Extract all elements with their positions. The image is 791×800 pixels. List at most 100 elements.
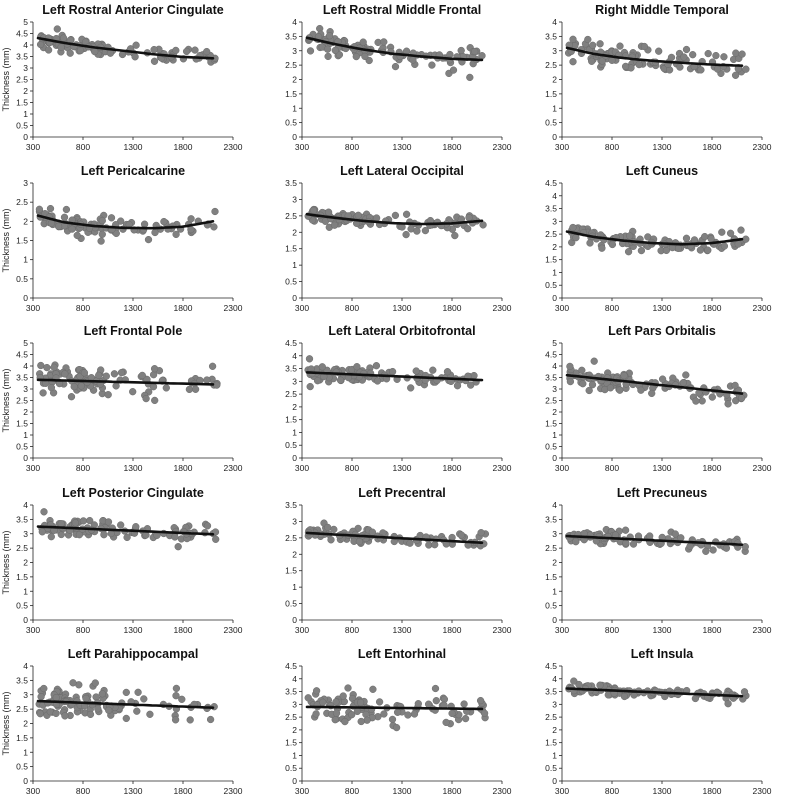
data-point [380, 38, 388, 46]
y-tick-label: 1 [292, 260, 297, 270]
data-point [409, 56, 417, 64]
y-tick-label: 0 [23, 453, 28, 463]
data-point [305, 355, 314, 363]
data-point [621, 62, 630, 71]
data-point [566, 377, 575, 386]
panel-title: Left Precuneus [617, 486, 707, 500]
data-point [709, 546, 717, 554]
chart-panel: Left Cuneus 0 0.5 1 1.5 2 2.5 3 3.5 4 4.5 300 800 130… [545, 164, 772, 313]
data-point [658, 375, 667, 383]
data-point [187, 215, 195, 223]
y-tick-label: 1 [552, 586, 557, 596]
x-tick-label: 1800 [703, 142, 722, 152]
x-tick-label: 1800 [174, 463, 193, 473]
data-point [174, 543, 182, 551]
data-point [149, 371, 158, 379]
data-point [606, 384, 615, 392]
x-tick-label: 800 [345, 303, 359, 313]
data-point [312, 687, 321, 695]
y-tick-label: 3 [23, 63, 28, 73]
data-point [203, 522, 212, 530]
y-tick-label: 2.5 [545, 543, 557, 553]
panel-title: Left Parahippocampal [68, 647, 199, 661]
trend-line [36, 214, 215, 230]
trend-line [565, 373, 744, 395]
x-tick-label: 2300 [493, 463, 512, 473]
y-tick-label: 2.5 [285, 389, 297, 399]
y-tick-label: 0 [552, 776, 557, 786]
data-point [332, 709, 341, 717]
data-point [191, 385, 200, 393]
chart-panel: Left Parahippocampal 0 0.5 1 1.5 2 2.5 3 3.5 4 300… [1, 647, 243, 796]
data-point [679, 379, 687, 387]
x-tick-label: 300 [26, 625, 40, 635]
panel-title: Left Pericalcarine [81, 164, 185, 178]
panel-title: Left Frontal Pole [84, 324, 183, 338]
trend-line [565, 687, 744, 698]
y-tick-label: 2.5 [285, 60, 297, 70]
data-point [172, 692, 180, 700]
x-tick-label: 300 [295, 786, 309, 796]
trend-line [305, 371, 484, 382]
y-tick-label: 2.5 [545, 396, 557, 406]
data-point [479, 221, 487, 229]
data-point [70, 383, 78, 391]
x-tick-label: 800 [76, 786, 90, 796]
y-tick-label: 0.5 [285, 599, 297, 609]
data-point [332, 698, 340, 706]
chart-panel: Left Pars Orbitalis 00.5 11.5 22.5 33.5 44.5 5… [545, 324, 772, 473]
x-tick-label: 300 [555, 303, 569, 313]
y-tick-label: 3.5 [285, 178, 297, 188]
data-point [129, 388, 137, 396]
y-tick-label: 2.5 [545, 229, 557, 239]
trend-line [305, 531, 484, 545]
trend-line [36, 525, 215, 536]
data-point [206, 715, 215, 724]
data-point [144, 235, 153, 244]
panel-title: Left Rostral Anterior Cingulate [42, 3, 224, 17]
y-tick-label: 2 [552, 242, 557, 252]
x-tick-label: 800 [345, 463, 359, 473]
data-point [585, 386, 593, 395]
data-point [98, 690, 106, 698]
y-tick-label: 2 [292, 549, 297, 559]
y-tick-label: 1.5 [16, 572, 28, 582]
data-point [477, 529, 485, 537]
data-point [354, 211, 362, 219]
y-tick-label: 1 [23, 109, 28, 119]
data-point [172, 46, 180, 55]
x-tick-label: 1800 [174, 142, 193, 152]
data-point [52, 709, 60, 718]
y-tick-label: 3.5 [545, 204, 557, 214]
data-point [590, 357, 598, 365]
data-point [616, 386, 624, 394]
data-point [689, 51, 697, 59]
data-point [720, 53, 728, 61]
trend-line [565, 230, 744, 246]
data-point [368, 528, 377, 536]
data-point [629, 540, 638, 548]
data-point [325, 32, 334, 40]
data-point [185, 385, 194, 394]
data-point [584, 35, 592, 44]
y-tick-label: 1.5 [16, 236, 28, 246]
data-point [720, 242, 729, 250]
y-tick-label: 2.5 [16, 197, 28, 207]
data-point [77, 382, 85, 390]
data-point [37, 693, 45, 701]
x-tick-label: 2300 [224, 786, 243, 796]
data-point [160, 217, 168, 226]
x-tick-label: 1800 [443, 303, 462, 313]
y-tick-label: 4.5 [545, 661, 557, 671]
data-point [373, 377, 382, 385]
y-tick-label: 2 [23, 719, 28, 729]
data-point [318, 363, 326, 371]
data-point [213, 381, 221, 389]
y-tick-label: 0.5 [16, 601, 28, 611]
trend-line [305, 212, 484, 226]
x-tick-label: 2300 [753, 303, 772, 313]
data-point [91, 679, 99, 687]
y-tick-label: 3.5 [545, 687, 557, 697]
chart-panel: Left Rostral Middle Frontal 0 0.5 1 1.5 2 2.5 3… [285, 3, 512, 152]
x-tick-label: 1800 [703, 625, 722, 635]
